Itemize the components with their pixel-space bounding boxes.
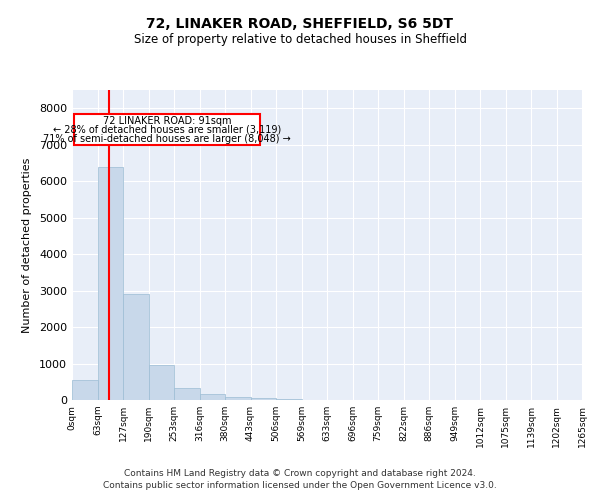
Text: Size of property relative to detached houses in Sheffield: Size of property relative to detached ho… bbox=[133, 32, 467, 46]
Text: Contains public sector information licensed under the Open Government Licence v3: Contains public sector information licen… bbox=[103, 481, 497, 490]
Text: 72, LINAKER ROAD, SHEFFIELD, S6 5DT: 72, LINAKER ROAD, SHEFFIELD, S6 5DT bbox=[146, 18, 454, 32]
Text: Contains HM Land Registry data © Crown copyright and database right 2024.: Contains HM Land Registry data © Crown c… bbox=[124, 468, 476, 477]
Bar bbox=[251, 398, 276, 400]
Text: 71% of semi-detached houses are larger (8,048) →: 71% of semi-detached houses are larger (… bbox=[43, 134, 291, 143]
Bar bbox=[97, 166, 123, 400]
Bar bbox=[123, 294, 149, 400]
Y-axis label: Number of detached properties: Number of detached properties bbox=[22, 158, 32, 332]
FancyBboxPatch shape bbox=[74, 114, 260, 146]
Bar bbox=[149, 364, 174, 400]
Bar bbox=[199, 394, 225, 400]
Text: ← 28% of detached houses are smaller (3,119): ← 28% of detached houses are smaller (3,… bbox=[53, 125, 281, 135]
Bar bbox=[174, 388, 199, 400]
Bar bbox=[225, 396, 251, 400]
Bar bbox=[72, 380, 97, 400]
Text: 72 LINAKER ROAD: 91sqm: 72 LINAKER ROAD: 91sqm bbox=[103, 116, 232, 126]
